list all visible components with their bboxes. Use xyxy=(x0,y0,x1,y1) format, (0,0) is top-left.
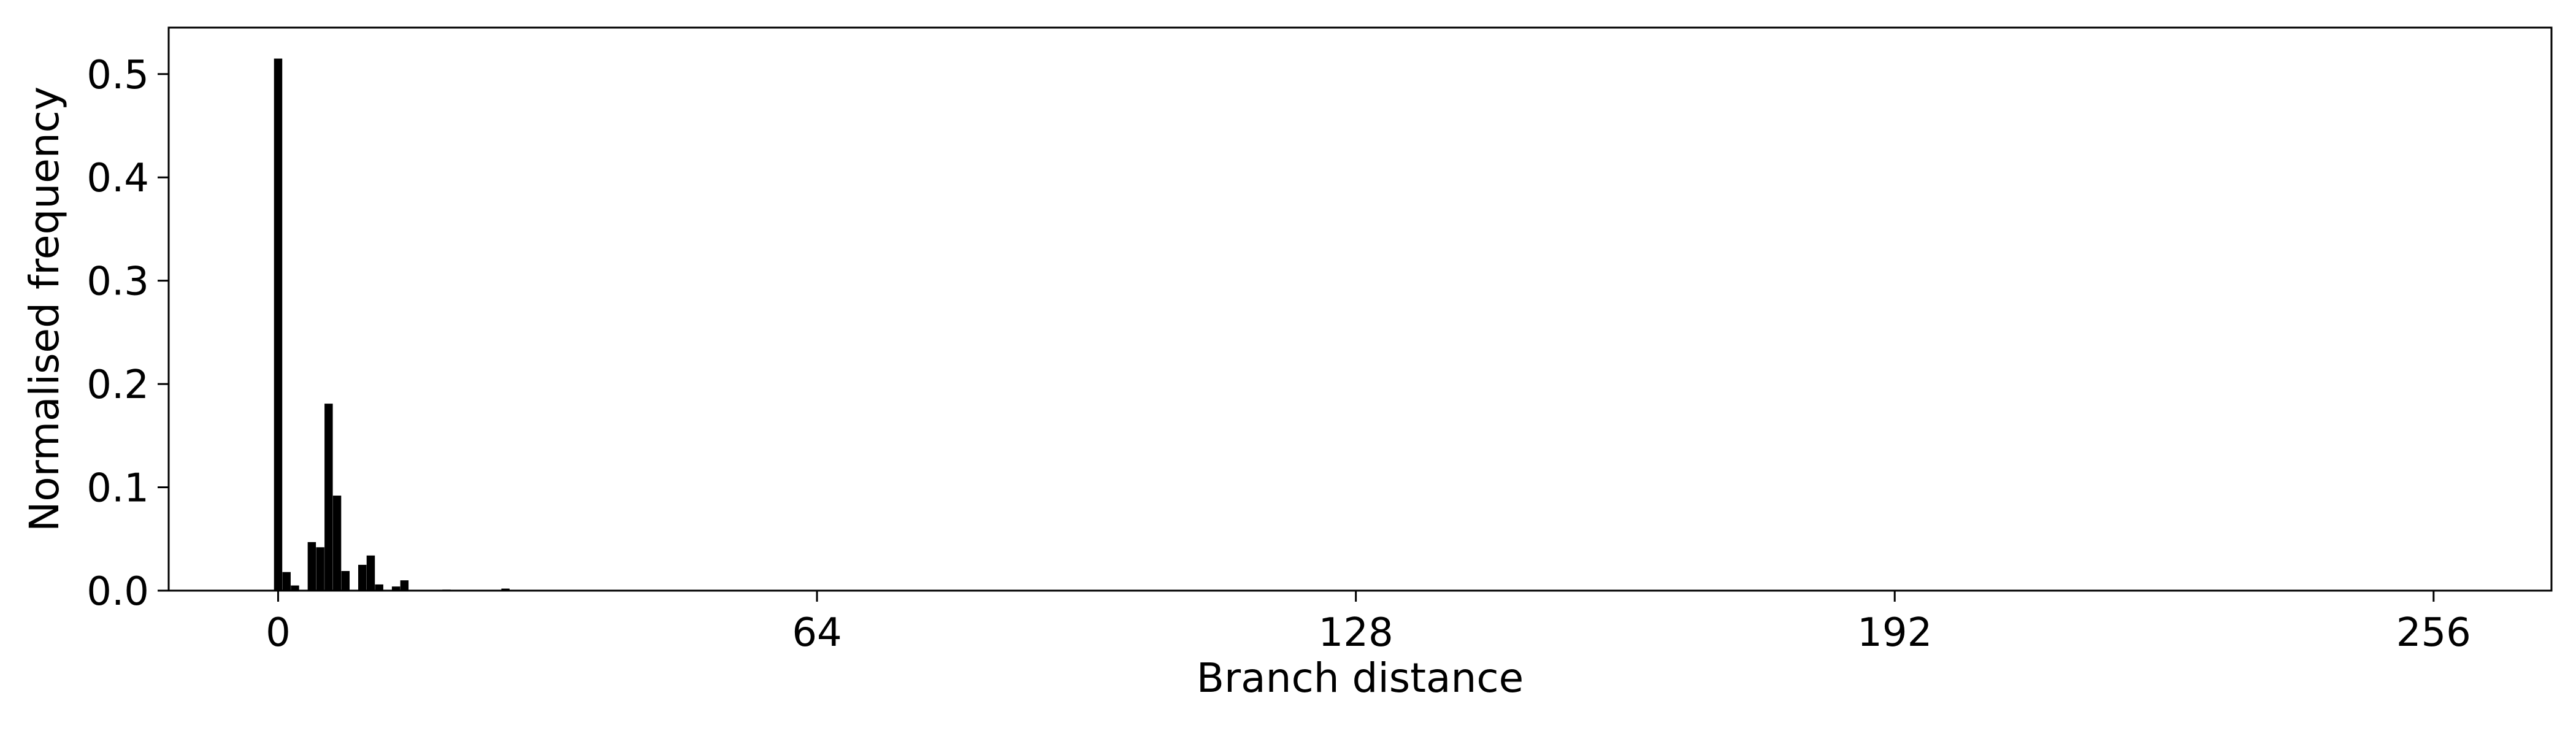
bar xyxy=(391,586,401,591)
y-axis-ticks: 0.0 0.1 0.2 0.3 0.4 0.5 xyxy=(86,53,169,615)
plot-frame xyxy=(167,26,2553,592)
bar xyxy=(291,585,299,591)
x-tick-label: 192 xyxy=(1857,610,1932,656)
bar xyxy=(332,496,342,591)
bar xyxy=(316,547,324,591)
x-tick-label: 64 xyxy=(792,610,841,656)
bar xyxy=(501,588,510,591)
y-tick-label: 0.3 xyxy=(86,259,149,305)
bar xyxy=(358,564,367,591)
y-tick-label: 0.1 xyxy=(86,466,149,512)
y-tick-label: 0.2 xyxy=(86,362,149,408)
y-tick-label: 0.4 xyxy=(86,156,149,201)
bar xyxy=(274,58,283,591)
bar xyxy=(341,570,350,591)
bar xyxy=(307,542,316,591)
x-tick-label: 128 xyxy=(1319,610,1393,656)
x-axis-ticks: 0 64 128 192 256 xyxy=(266,591,2471,656)
bar xyxy=(366,555,375,591)
y-tick-label: 0.0 xyxy=(86,569,149,615)
y-tick-label: 0.5 xyxy=(86,53,149,98)
bar xyxy=(324,404,333,591)
bar xyxy=(282,572,291,591)
bars-group xyxy=(274,58,510,591)
x-tick-label: 0 xyxy=(266,610,291,656)
x-tick-label: 256 xyxy=(2396,610,2471,656)
y-axis-label: Normalised frequency xyxy=(21,86,68,532)
bar xyxy=(375,584,383,591)
bar xyxy=(400,580,409,591)
x-axis-label: Branch distance xyxy=(1197,654,1524,702)
